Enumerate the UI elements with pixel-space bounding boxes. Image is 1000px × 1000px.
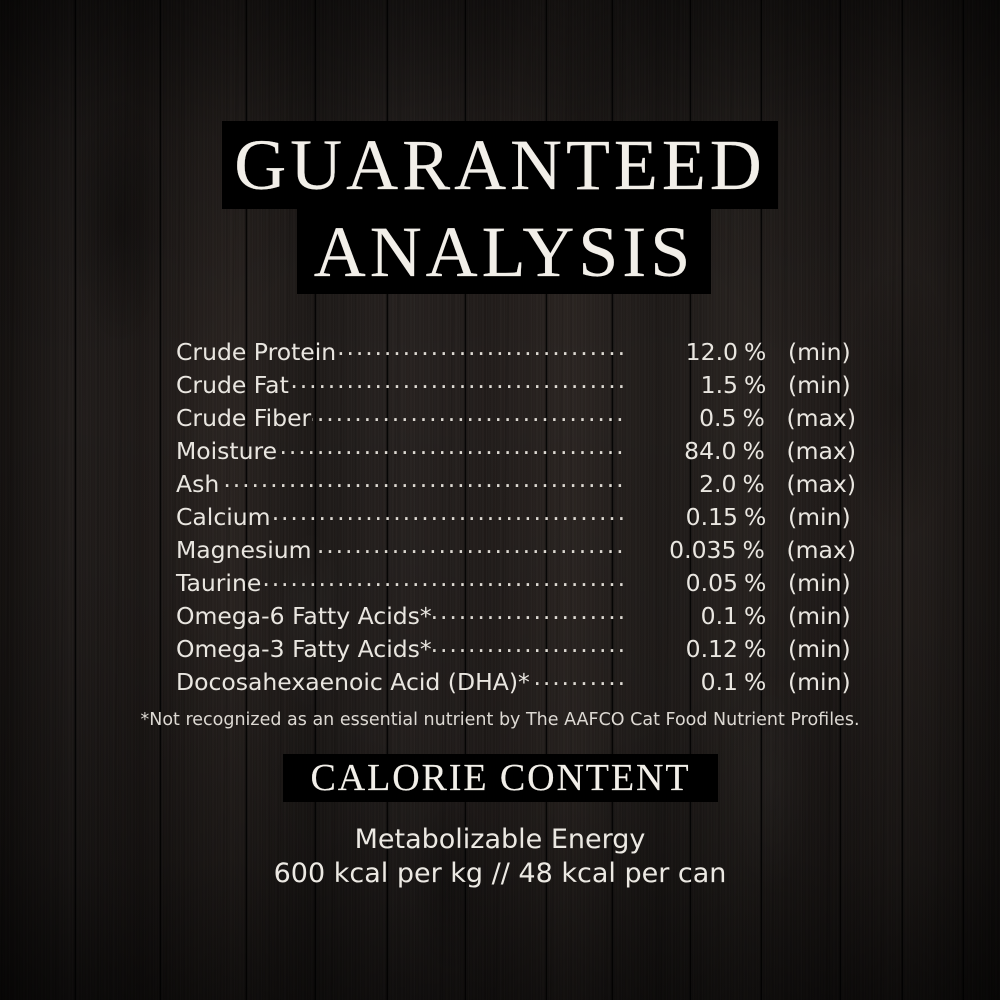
nutrient-row: Omega-3 Fatty Acids* 0.12 % (min) (176, 633, 856, 666)
nutrient-value: 0.035 (669, 535, 737, 564)
nutrient-limit: (min) (788, 337, 851, 366)
nutrient-row: Crude Fiber 0.5 % (max) (176, 402, 856, 435)
dot-leader (433, 633, 627, 657)
footnote-text: *Not recognized as an essential nutrient… (140, 710, 860, 730)
nutrient-value: 1.5 (700, 370, 738, 399)
dot-leader (312, 402, 625, 426)
nutrient-unit: % (744, 667, 767, 696)
nutrient-unit: % (744, 337, 767, 366)
analysis-title-block: ANALYSIS (297, 209, 711, 294)
dot-leader (272, 501, 627, 525)
nutrient-limit: (min) (788, 568, 851, 597)
calorie-content-heading: CALORIE CONTENT (310, 757, 691, 799)
dot-leader (433, 600, 627, 624)
nutrient-limit: (min) (788, 370, 851, 399)
nutrient-unit: % (744, 634, 767, 663)
nutrient-value: 0.1 (700, 667, 738, 696)
nutrient-name: Magnesium (176, 535, 312, 564)
nutrient-name: Taurine (176, 568, 262, 597)
nutrient-row: Moisture 84.0 % (max) (176, 435, 856, 468)
nutrient-limit: (min) (788, 601, 851, 630)
nutrient-limit: (min) (788, 502, 851, 531)
nutrient-value: 0.1 (700, 601, 738, 630)
nutrient-unit: % (742, 436, 765, 465)
nutrient-value: 84.0 (684, 436, 737, 465)
nutrient-value: 0.05 (685, 568, 738, 597)
page-title-line-1: GUARANTEED (234, 125, 766, 205)
nutrient-unit: % (744, 601, 767, 630)
page-title-line-2: ANALYSIS (313, 211, 695, 292)
nutrient-value: 2.0 (699, 469, 737, 498)
nutrient-row: Calcium 0.15 % (min) (176, 501, 856, 534)
nutrient-name: Ash (176, 469, 220, 498)
metabolizable-energy-label: Metabolizable Energy (354, 824, 646, 855)
nutrient-limit: (max) (786, 436, 856, 465)
nutrient-value: 0.15 (685, 502, 738, 531)
nutrient-row: Omega-6 Fatty Acids* 0.1 % (min) (176, 600, 856, 633)
nutrient-name: Calcium (176, 502, 271, 531)
dot-leader (220, 468, 625, 492)
nutrient-unit: % (744, 370, 767, 399)
nutrient-unit: % (742, 469, 765, 498)
nutrient-value: 0.5 (699, 403, 737, 432)
nutrient-unit: % (742, 403, 765, 432)
nutrient-value: 12.0 (685, 337, 738, 366)
nutrient-row: Magnesium 0.035 % (max) (176, 534, 856, 567)
nutrient-row: Crude Protein 12.0 % (min) (176, 336, 856, 369)
dot-leader (313, 534, 626, 558)
nutrient-row: Crude Fat 1.5 % (min) (176, 369, 856, 402)
dot-leader (531, 666, 627, 690)
nutrient-unit: % (744, 568, 767, 597)
nutrient-limit: (max) (786, 469, 856, 498)
nutrient-name: Crude Protein (176, 337, 337, 366)
nutrient-name: Docosahexaenoic Acid (DHA)* (176, 667, 530, 696)
nutrient-row: Taurine 0.05 % (min) (176, 567, 856, 600)
nutrient-limit: (max) (786, 403, 856, 432)
nutrient-name: Omega-3 Fatty Acids* (176, 634, 432, 663)
nutrient-row: Ash 2.0 % (max) (176, 468, 856, 501)
nutrient-name: Omega-6 Fatty Acids* (176, 601, 432, 630)
nutrient-limit: (min) (788, 634, 851, 663)
nutrient-unit: % (742, 535, 765, 564)
dot-leader (337, 336, 627, 360)
dot-leader (262, 567, 627, 591)
calorie-content-title-block: CALORIE CONTENT (283, 754, 718, 802)
nutrient-unit: % (744, 502, 767, 531)
dot-leader (278, 435, 625, 459)
nutrient-value: 0.12 (685, 634, 738, 663)
nutrient-name: Crude Fat (176, 370, 289, 399)
nutrient-name: Moisture (176, 436, 278, 465)
guaranteed-title-block: GUARANTEED (222, 121, 778, 209)
dot-leader (290, 369, 627, 393)
metabolizable-energy-values: 600 kcal per kg // 48 kcal per can (273, 858, 727, 889)
nutrient-limit: (min) (788, 667, 851, 696)
nutrient-name: Crude Fiber (176, 403, 312, 432)
nutrient-limit: (max) (786, 535, 856, 564)
nutrient-list: Crude Protein 12.0 % (min) Crude Fat 1.5… (176, 336, 856, 699)
nutrient-row: Docosahexaenoic Acid (DHA)* 0.1 % (min) (176, 666, 856, 699)
